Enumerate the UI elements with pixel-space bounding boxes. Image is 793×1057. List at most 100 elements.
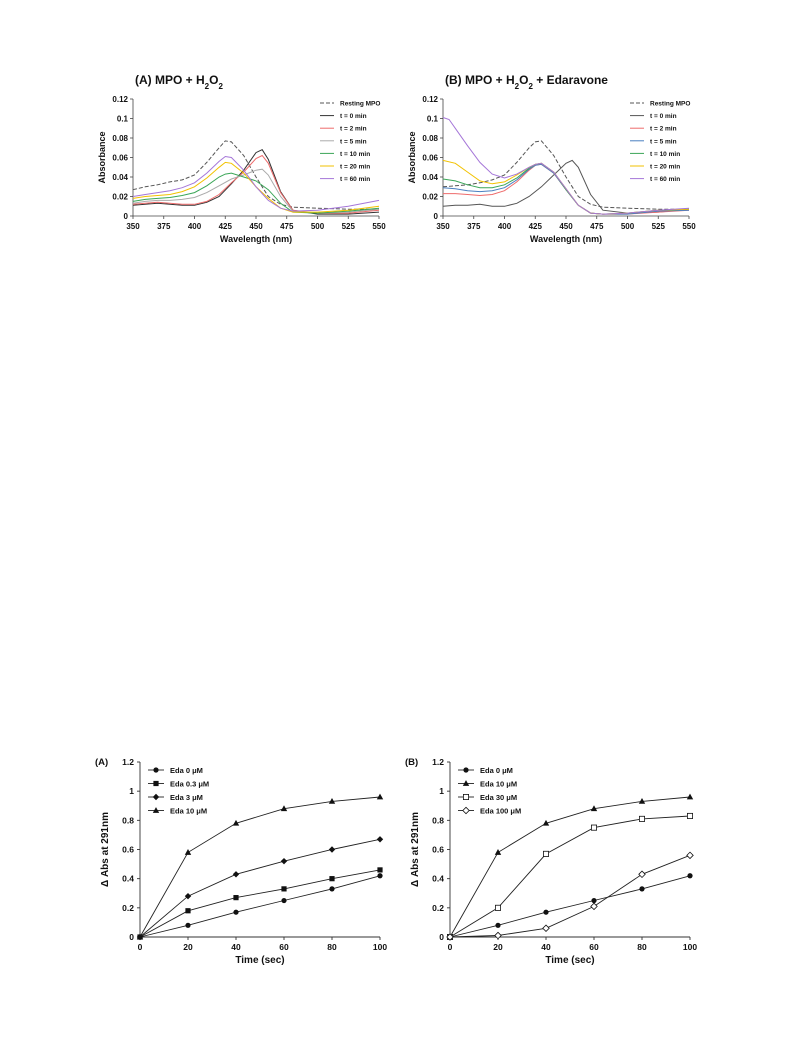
data-point (233, 895, 239, 901)
data-point (590, 902, 598, 911)
spectra-chart-b: (B) MPO + H2O2 + Edaravone00.020.040.060… (407, 73, 696, 244)
y-tick-label: 0.12 (422, 95, 438, 104)
x-tick-label: 0 (448, 942, 453, 952)
legend-label: t = 10 min (340, 151, 370, 158)
x-tick-label: 20 (493, 942, 503, 952)
series-line (449, 796, 691, 938)
x-axis-label: Time (sec) (235, 955, 284, 966)
y-tick-label: 0.2 (432, 903, 444, 913)
data-point (376, 836, 384, 843)
legend-label: t = 60 min (340, 176, 370, 183)
x-tick-label: 550 (682, 222, 696, 231)
title-subscript: 2 (528, 82, 533, 91)
data-point (494, 931, 502, 940)
legend-label: Eda 0 μM (480, 766, 513, 775)
x-tick-label: 40 (541, 942, 551, 952)
x-tick-label: 525 (342, 222, 356, 231)
data-point (329, 886, 335, 892)
series-line (139, 796, 381, 938)
y-tick-label: 1 (129, 786, 134, 796)
data-point (686, 812, 693, 819)
y-tick-label: 0 (129, 932, 134, 942)
legend-label: t = 10 min (650, 151, 680, 158)
x-tick-label: 80 (327, 942, 337, 952)
legend-label: Eda 30 μM (480, 793, 517, 802)
data-point (542, 850, 549, 857)
y-tick-label: 1.2 (432, 757, 444, 767)
data-point (136, 933, 144, 940)
data-point (152, 807, 160, 813)
x-tick-label: 350 (436, 222, 450, 231)
chart-title: (B) MPO + H2O2 + Edaravone (445, 73, 608, 91)
data-point (543, 909, 549, 915)
legend-label: Eda 0 μM (170, 766, 203, 775)
x-tick-label: 0 (138, 942, 143, 952)
x-tick-label: 375 (157, 222, 171, 231)
title-subscript: 2 (515, 82, 520, 91)
title-part: O (209, 73, 218, 87)
y-axis-label: Δ Abs at 291nm (100, 812, 111, 887)
x-tick-label: 350 (126, 222, 140, 231)
y-tick-label: 0.1 (427, 115, 439, 124)
legend-label: Eda 0.3 μM (170, 780, 209, 789)
x-tick-label: 40 (231, 942, 241, 952)
x-tick-label: 425 (529, 222, 543, 231)
x-tick-label: 100 (373, 942, 387, 952)
legend-label: Eda 10 μM (170, 807, 207, 816)
legend-label: t = 2 min (340, 126, 367, 133)
data-point (462, 806, 470, 815)
x-tick-label: 80 (637, 942, 647, 952)
x-axis-label: Wavelength (nm) (220, 234, 292, 244)
series-line (132, 140, 379, 210)
data-point (280, 805, 288, 812)
y-tick-label: 0.8 (122, 815, 134, 825)
y-tick-label: 0.1 (117, 115, 129, 124)
data-point (376, 793, 384, 800)
data-point (153, 767, 159, 773)
legend-label: Eda 100 μM (480, 807, 521, 816)
data-point (542, 819, 550, 826)
y-tick-label: 0.08 (422, 134, 438, 143)
legend-label: t = 60 min (650, 176, 680, 183)
data-point (281, 897, 287, 904)
x-tick-label: 475 (280, 222, 294, 231)
series-line (139, 838, 381, 938)
data-point (638, 870, 646, 879)
x-tick-label: 450 (559, 222, 573, 231)
data-point (463, 794, 470, 801)
data-point (184, 849, 192, 855)
data-point (495, 922, 501, 928)
title-subscript: 2 (205, 82, 210, 91)
x-tick-label: 450 (249, 222, 263, 231)
data-point (542, 924, 550, 933)
data-point (494, 849, 502, 855)
data-point (233, 909, 239, 915)
x-tick-label: 500 (621, 222, 635, 231)
data-point (328, 797, 336, 804)
x-tick-label: 60 (279, 942, 289, 952)
x-tick-label: 100 (683, 942, 697, 952)
chart-title: (A) (95, 757, 108, 768)
series-line (449, 875, 691, 938)
kinetics-chart-b: (B) 0 0.2 0.4 0.6 0.8 1 1.2 0 20 40 60 80 100 Time (se… (405, 757, 697, 966)
x-axis-label: Wavelength (nm) (530, 234, 602, 244)
kinetics-chart-a: (A) 0 0.2 0.4 0.6 0.8 1 1.2 0 20 40 60 80 100 Time (se… (95, 757, 387, 966)
x-tick-label: 60 (589, 942, 599, 952)
x-tick-label: 400 (188, 222, 202, 231)
series-line (449, 815, 691, 938)
data-point (686, 793, 694, 800)
y-tick-label: 0.12 (112, 95, 128, 104)
data-point (446, 933, 454, 941)
data-point (185, 922, 191, 928)
y-axis-label: Absorbance (407, 131, 417, 183)
spectra-chart-a: (A) MPO + H2O200.020.040.060.080.10.1235… (97, 73, 386, 244)
data-point (232, 871, 240, 878)
data-point (687, 873, 693, 879)
y-tick-label: 0.2 (122, 903, 134, 913)
y-tick-label: 0.02 (112, 193, 128, 202)
x-axis-label: Time (sec) (545, 955, 594, 966)
series-line (442, 140, 689, 210)
x-tick-label: 475 (590, 222, 604, 231)
data-point (591, 897, 597, 904)
data-point (377, 867, 383, 873)
